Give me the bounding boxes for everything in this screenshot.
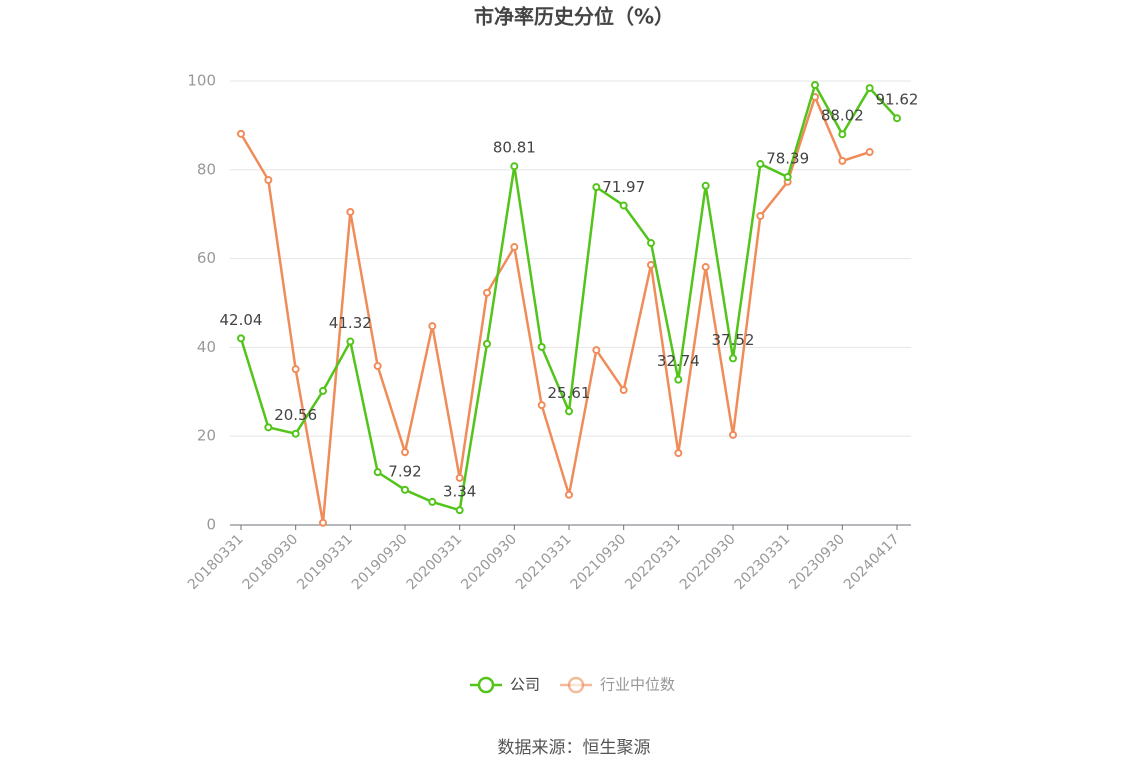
point <box>865 84 874 93</box>
y-tick-label: 80 <box>197 160 216 178</box>
x-tick-label: 20200930 <box>458 531 520 593</box>
y-tick-label: 40 <box>197 338 216 356</box>
data-label: 91.62 <box>876 91 919 109</box>
x-tick-label: 20240417 <box>841 531 903 593</box>
point <box>619 201 628 210</box>
source: 数据来源：恒生聚源 <box>498 738 651 758</box>
x-tick-label: 20210930 <box>568 531 630 593</box>
legend-label: 公司 <box>510 676 540 694</box>
point <box>865 148 874 157</box>
x-tick-label: 20180930 <box>240 531 302 593</box>
point <box>674 449 683 458</box>
data-label: 78.39 <box>766 149 809 167</box>
point <box>565 407 573 416</box>
point <box>783 172 792 181</box>
point <box>756 211 765 220</box>
point <box>729 430 737 439</box>
x-tick-label: 20180331 <box>185 531 247 593</box>
point <box>838 156 847 165</box>
point <box>701 263 710 272</box>
point <box>537 342 546 351</box>
data-label: 41.32 <box>329 314 372 332</box>
x-tick-label: 20190930 <box>349 531 411 593</box>
point <box>455 506 464 515</box>
point <box>619 386 628 395</box>
x-tick-label: 20190331 <box>294 531 356 593</box>
point <box>729 354 737 363</box>
point <box>647 260 655 269</box>
point <box>264 423 273 432</box>
point <box>346 207 355 216</box>
point <box>401 448 409 457</box>
x-tick-label: 20220331 <box>622 531 684 593</box>
point <box>346 337 355 346</box>
point <box>756 160 765 169</box>
point <box>483 288 491 297</box>
point <box>319 518 327 527</box>
point <box>237 334 245 343</box>
point <box>401 485 409 494</box>
point <box>373 468 382 477</box>
data-label: 3.34 <box>443 483 476 501</box>
point <box>838 130 847 139</box>
data-label: 25.61 <box>548 384 591 402</box>
point <box>592 346 601 355</box>
x-tick-label: 20200331 <box>404 531 466 593</box>
y-tick-label: 20 <box>197 427 216 445</box>
point <box>291 365 300 374</box>
legend-label: 行业中位数 <box>600 676 675 694</box>
point <box>510 243 519 252</box>
data-label: 37.52 <box>712 331 755 349</box>
x-tick-label: 20210331 <box>513 531 575 593</box>
point <box>319 386 327 395</box>
y-tick-label: 100 <box>187 72 216 90</box>
y-tick-label: 0 <box>206 516 216 534</box>
series-line <box>239 93 871 523</box>
point <box>811 80 819 89</box>
data-label: 42.04 <box>220 311 263 329</box>
data-label: 71.97 <box>602 178 645 196</box>
point <box>373 362 382 371</box>
chart-title: 市净率历史分位（%） <box>474 5 674 29</box>
point <box>701 181 710 190</box>
point <box>428 497 437 506</box>
point <box>674 375 683 384</box>
data-label: 20.56 <box>274 406 317 424</box>
point <box>893 114 901 123</box>
point <box>428 322 437 331</box>
x-tick-label: 20230331 <box>732 531 794 593</box>
point <box>237 129 245 138</box>
point <box>592 183 601 192</box>
point <box>264 176 273 185</box>
point <box>647 239 655 248</box>
data-label: 32.74 <box>657 352 700 370</box>
point <box>537 401 546 410</box>
data-label: 7.92 <box>388 462 421 480</box>
x-tick-label: 20230930 <box>786 531 848 593</box>
y-tick-label: 60 <box>197 249 216 267</box>
point <box>510 162 519 171</box>
data-label: 88.02 <box>821 107 864 125</box>
legend-marker <box>477 676 495 694</box>
point <box>455 473 464 482</box>
point <box>565 490 573 499</box>
data-label: 80.81 <box>493 139 536 157</box>
legend-marker <box>567 676 585 694</box>
point <box>291 429 300 438</box>
x-tick-label: 20220930 <box>677 531 739 593</box>
point <box>483 339 491 348</box>
